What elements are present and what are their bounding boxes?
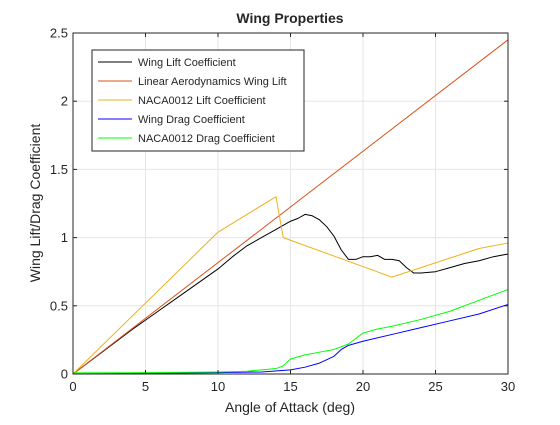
legend-label-3: NACA0012 Lift Coefficient — [138, 95, 266, 107]
legend-label-1: Wing Lift Coefficient — [138, 57, 236, 69]
legend-label-5: NACA0012 Drag Coefficient — [138, 133, 275, 145]
legend-label-2: Linear Aerodynamics Wing Lift — [138, 76, 287, 88]
y-tick-label: 1.5 — [50, 162, 68, 177]
y-tick-label: 2.5 — [50, 26, 68, 41]
series-line-3 — [72, 196, 509, 375]
legend-label-4: Wing Drag Coefficient — [138, 114, 245, 126]
x-tick-label: 20 — [356, 379, 370, 394]
x-tick-label: 25 — [428, 379, 442, 394]
x-axis-label: Angle of Attack (deg) — [225, 399, 355, 415]
x-tick-label: 30 — [501, 379, 515, 394]
x-tick-label: 5 — [142, 379, 149, 394]
chart-title: Wing Properties — [236, 10, 343, 26]
y-tick-label: 0.5 — [50, 298, 68, 313]
series-line-2 — [72, 39, 509, 375]
x-tick-label: 15 — [283, 379, 297, 394]
series-line-4 — [72, 303, 509, 375]
legend: Wing Lift Coefficient Linear Aerodynamics… — [91, 49, 305, 152]
y-tick-label: 1 — [61, 230, 68, 245]
axes-layer: 0 5 10 15 20 25 30 0 0.5 1 1.5 2 2.5 — [50, 26, 515, 395]
series-layer — [72, 39, 509, 375]
series-line-1 — [72, 213, 509, 375]
y-tick-label: 0 — [61, 367, 68, 382]
y-tick-label: 2 — [61, 94, 68, 109]
y-axis-label: Wing Lift/Drag Coefficient — [27, 124, 43, 283]
series-line-5 — [72, 288, 509, 374]
x-tick-label: 0 — [69, 379, 76, 394]
x-tick-label: 10 — [211, 379, 225, 394]
